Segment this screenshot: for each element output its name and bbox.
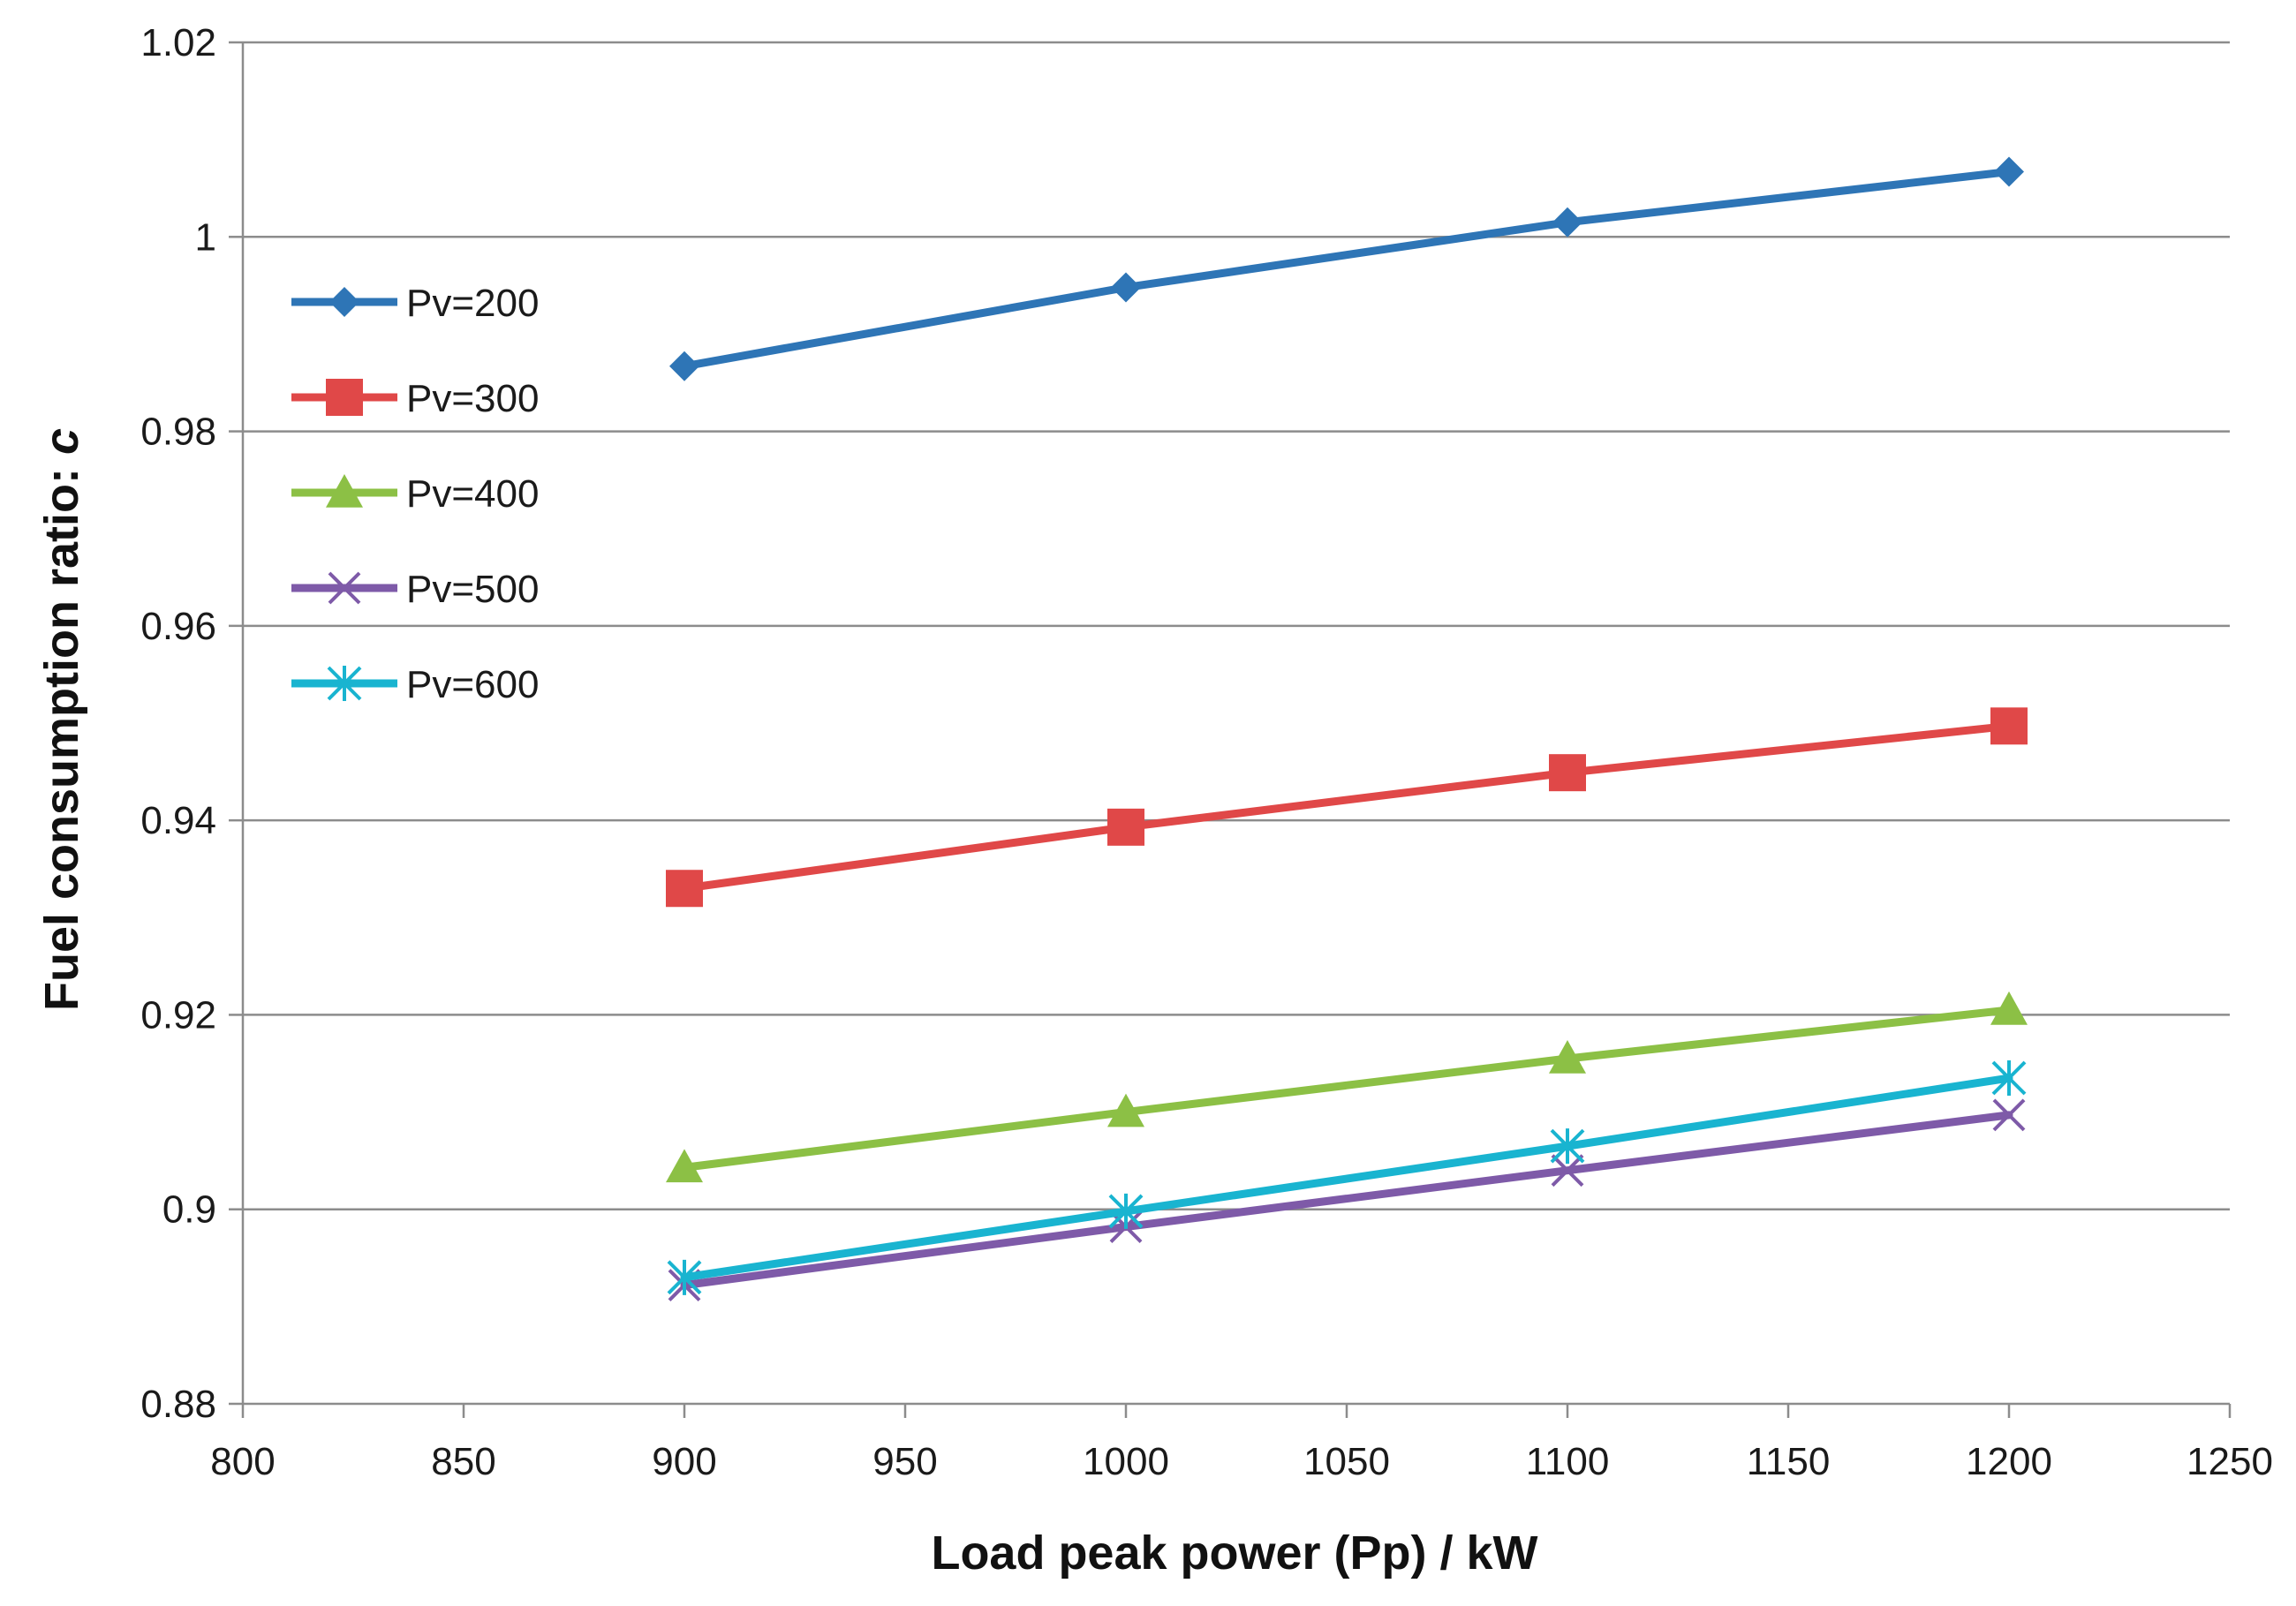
data-point-pv-200	[1994, 156, 2024, 187]
data-point-pv-600	[1108, 1193, 1144, 1229]
y-tick-label: 1.02	[140, 21, 216, 64]
legend-swatch-marker	[328, 571, 361, 605]
data-point-pv-600	[1550, 1128, 1585, 1165]
legend-item-pv-500: Pv=500	[291, 568, 539, 611]
legend-item-pv-200: Pv=200	[291, 282, 539, 325]
data-point-pv-300	[1107, 808, 1144, 846]
y-tick-label: 1	[195, 215, 216, 259]
data-point-pv-400	[1107, 1093, 1144, 1127]
data-series	[666, 156, 2028, 1302]
data-point-pv-400	[1549, 1039, 1586, 1074]
x-tick-label: 950	[872, 1440, 937, 1483]
data-point-pv-600	[1991, 1060, 2027, 1097]
data-point-pv-200	[1552, 207, 1582, 238]
gridlines	[243, 41, 2230, 1210]
legend-item-pv-400: Pv=400	[291, 472, 539, 516]
series-pv-400	[666, 991, 2028, 1183]
x-tick-label: 1100	[1526, 1440, 1610, 1483]
data-point-pv-500	[1992, 1098, 2026, 1132]
legend-label: Pv=300	[406, 377, 539, 420]
data-point-pv-400	[1990, 991, 2028, 1025]
data-point-pv-300	[1549, 754, 1586, 792]
data-point-pv-200	[669, 351, 699, 381]
x-tick-label: 1000	[1083, 1440, 1169, 1483]
series-line-pv-400	[680, 1006, 2013, 1172]
data-point-pv-500	[1551, 1154, 1584, 1188]
x-tick-label: 1200	[1966, 1440, 2052, 1483]
tick-labels: 0.88 0.9 0.92 0.94 0.96 0.98 1 1.02 800 850 900 950…	[140, 21, 2273, 1483]
y-tick-label: 0.88	[140, 1383, 216, 1426]
y-tick-label: 0.96	[140, 605, 216, 648]
series-line-pv-600	[680, 1074, 2013, 1282]
series-pv-300	[666, 707, 2028, 908]
data-point-pv-200	[1111, 272, 1141, 303]
x-axis-title: Load peak power (Pp) / kW	[931, 1527, 1537, 1580]
y-axis-title-symbol: c	[35, 428, 88, 455]
series-pv-600	[667, 1060, 2027, 1295]
y-tick-label: 0.92	[140, 993, 216, 1037]
series-pv-200	[669, 156, 2024, 381]
x-tick-label: 1150	[1747, 1440, 1831, 1483]
legend-swatch-marker	[329, 287, 359, 317]
data-point-pv-400	[666, 1149, 703, 1183]
x-tick-label: 1250	[2186, 1440, 2273, 1483]
legend-swatch-marker	[327, 666, 362, 701]
legend-item-pv-600: Pv=600	[291, 663, 539, 706]
x-tick-label: 900	[652, 1440, 716, 1483]
legend-swatch-marker	[326, 474, 363, 508]
y-axis-title: Fuel consumption ratio: c	[35, 428, 88, 1011]
data-point-pv-300	[666, 870, 703, 908]
x-tick-label: 800	[210, 1440, 275, 1483]
x-tick-label: 1050	[1303, 1440, 1390, 1483]
data-point-pv-300	[1990, 707, 2028, 745]
legend-label: Pv=200	[406, 282, 539, 325]
x-tick-label: 850	[431, 1440, 495, 1483]
series-line-pv-300	[680, 721, 2013, 893]
legend-item-pv-300: Pv=300	[291, 377, 539, 420]
y-tick-label: 0.9	[162, 1188, 216, 1232]
legend-label: Pv=600	[406, 663, 539, 706]
legend-label: Pv=500	[406, 568, 539, 611]
series-line-pv-200	[680, 167, 2013, 371]
legend-swatch-marker	[326, 379, 363, 416]
y-axis-title-text: Fuel consumption ratio:	[35, 455, 88, 1011]
y-tick-label: 0.94	[140, 799, 216, 842]
data-point-pv-600	[667, 1259, 702, 1295]
series-line-pv-500	[680, 1111, 2013, 1290]
legend: Pv=200 Pv=300 Pv=400 Pv=500 Pv=600	[291, 282, 539, 706]
legend-label: Pv=400	[406, 472, 539, 516]
axes	[229, 41, 2232, 1418]
y-tick-label: 0.98	[140, 411, 216, 454]
